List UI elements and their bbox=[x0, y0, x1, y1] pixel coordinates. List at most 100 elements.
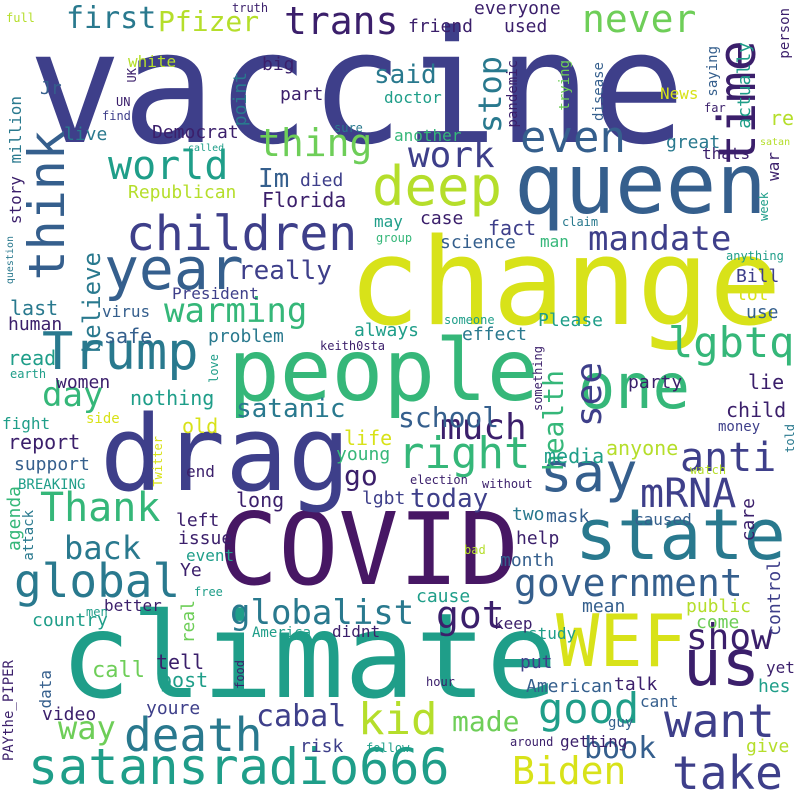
word-something: something bbox=[531, 346, 545, 412]
word-side: side bbox=[86, 411, 120, 427]
word-lgbt: lgbt bbox=[362, 488, 406, 509]
word-left: left bbox=[176, 510, 220, 531]
word-democrat: Democrat bbox=[152, 122, 239, 143]
word-go: go bbox=[344, 459, 378, 492]
word-truth: truth bbox=[232, 1, 269, 15]
word-deep: deep bbox=[372, 155, 503, 218]
word-hour: hour bbox=[426, 675, 455, 689]
word-men: men bbox=[86, 605, 108, 619]
word-study: study bbox=[528, 624, 577, 643]
word-person: person bbox=[777, 8, 793, 59]
word-breaking: BREAKING bbox=[18, 477, 86, 493]
word-hes: hes bbox=[758, 676, 791, 697]
word-old: old bbox=[182, 414, 219, 438]
word-doctor: doctor bbox=[384, 88, 442, 107]
word-science: science bbox=[440, 232, 516, 253]
word-election: election bbox=[410, 473, 468, 487]
word-war: war bbox=[764, 152, 783, 181]
word-book: book bbox=[584, 731, 657, 766]
word-bill: Bill bbox=[736, 266, 780, 287]
word-free: free bbox=[194, 585, 223, 599]
word-want: want bbox=[664, 694, 775, 748]
word-got: got bbox=[436, 593, 505, 637]
word-trans: trans bbox=[284, 0, 399, 43]
word-child: child bbox=[726, 398, 787, 422]
word-put: put bbox=[520, 652, 553, 673]
word-climate: climate bbox=[60, 587, 558, 725]
word-people: people bbox=[228, 321, 539, 421]
word-told: told bbox=[783, 424, 797, 453]
word-actually: actually bbox=[734, 42, 755, 129]
word-everyone: everyone bbox=[474, 0, 561, 19]
word-world: world bbox=[108, 143, 229, 189]
word-public: public bbox=[686, 596, 752, 617]
word-right: right bbox=[398, 428, 531, 479]
word-queen: queen bbox=[514, 135, 767, 233]
word-two: two bbox=[512, 504, 545, 525]
word-keep: keep bbox=[494, 614, 533, 633]
word-think: think bbox=[18, 130, 76, 281]
word-covid: COVID bbox=[218, 491, 520, 608]
word-risk: risk bbox=[300, 736, 344, 757]
word-last: last bbox=[10, 296, 59, 320]
word-youre: youre bbox=[146, 698, 201, 719]
word-watch: watch bbox=[690, 463, 727, 477]
word-issue: issue bbox=[178, 528, 233, 549]
word-take: take bbox=[672, 746, 783, 800]
word-friend: friend bbox=[408, 16, 474, 37]
word-re: re bbox=[770, 106, 795, 130]
word-help: help bbox=[516, 528, 560, 549]
word-show: show bbox=[686, 617, 773, 658]
word-media: media bbox=[544, 444, 605, 468]
word-stop: stop bbox=[471, 56, 509, 134]
word-long: long bbox=[236, 488, 285, 512]
word-us: us bbox=[683, 627, 761, 701]
word-great: great bbox=[666, 132, 721, 153]
word-uk: UK bbox=[125, 68, 139, 83]
word-im: Im bbox=[258, 164, 290, 194]
word-full: full bbox=[6, 11, 35, 25]
word-global: global bbox=[14, 554, 181, 608]
word-please: Please bbox=[538, 310, 604, 331]
word-even: even bbox=[520, 112, 626, 163]
word-better: better bbox=[104, 596, 162, 615]
word-news: News bbox=[660, 84, 699, 103]
word-mask: mask bbox=[546, 506, 590, 527]
word-money: money bbox=[718, 419, 761, 435]
word-trump: Trump bbox=[42, 322, 199, 382]
word-made: made bbox=[452, 705, 520, 738]
word-control: control bbox=[764, 560, 785, 636]
word-talk: talk bbox=[614, 674, 658, 695]
word-today: today bbox=[410, 484, 489, 514]
word-love: love bbox=[207, 354, 221, 383]
word-problem: problem bbox=[208, 326, 284, 347]
word-believe: believe bbox=[78, 252, 106, 354]
word-death: death bbox=[124, 708, 263, 762]
word-america: America bbox=[252, 625, 312, 641]
word-event: event bbox=[186, 546, 235, 565]
word-story: story bbox=[6, 176, 25, 225]
word-cant: cant bbox=[640, 692, 679, 711]
word-party: party bbox=[628, 372, 683, 393]
word-died: died bbox=[300, 170, 344, 191]
word-man: man bbox=[540, 232, 569, 251]
word-disease: disease bbox=[591, 62, 607, 122]
word-jr: Jr bbox=[40, 78, 62, 99]
word-life: life bbox=[344, 426, 393, 450]
word-call: call bbox=[92, 658, 145, 683]
word-kid: kid bbox=[358, 694, 438, 745]
word-week: week bbox=[757, 192, 771, 221]
word-satan: satan bbox=[760, 137, 791, 148]
word-getting: getting bbox=[560, 732, 628, 751]
word-group: group bbox=[376, 231, 413, 245]
word-government: government bbox=[514, 561, 743, 605]
word-wef: WEF bbox=[556, 599, 687, 683]
word-data: data bbox=[36, 670, 55, 709]
word-vaccine: vaccine bbox=[28, 0, 686, 179]
word-pfizer: Pfizer bbox=[158, 5, 260, 38]
word-anything: anything bbox=[726, 249, 784, 263]
word-mean: mean bbox=[582, 596, 626, 617]
word-always: always bbox=[354, 320, 420, 341]
word-globalist: globalist bbox=[230, 593, 415, 633]
word-may: may bbox=[374, 212, 403, 231]
